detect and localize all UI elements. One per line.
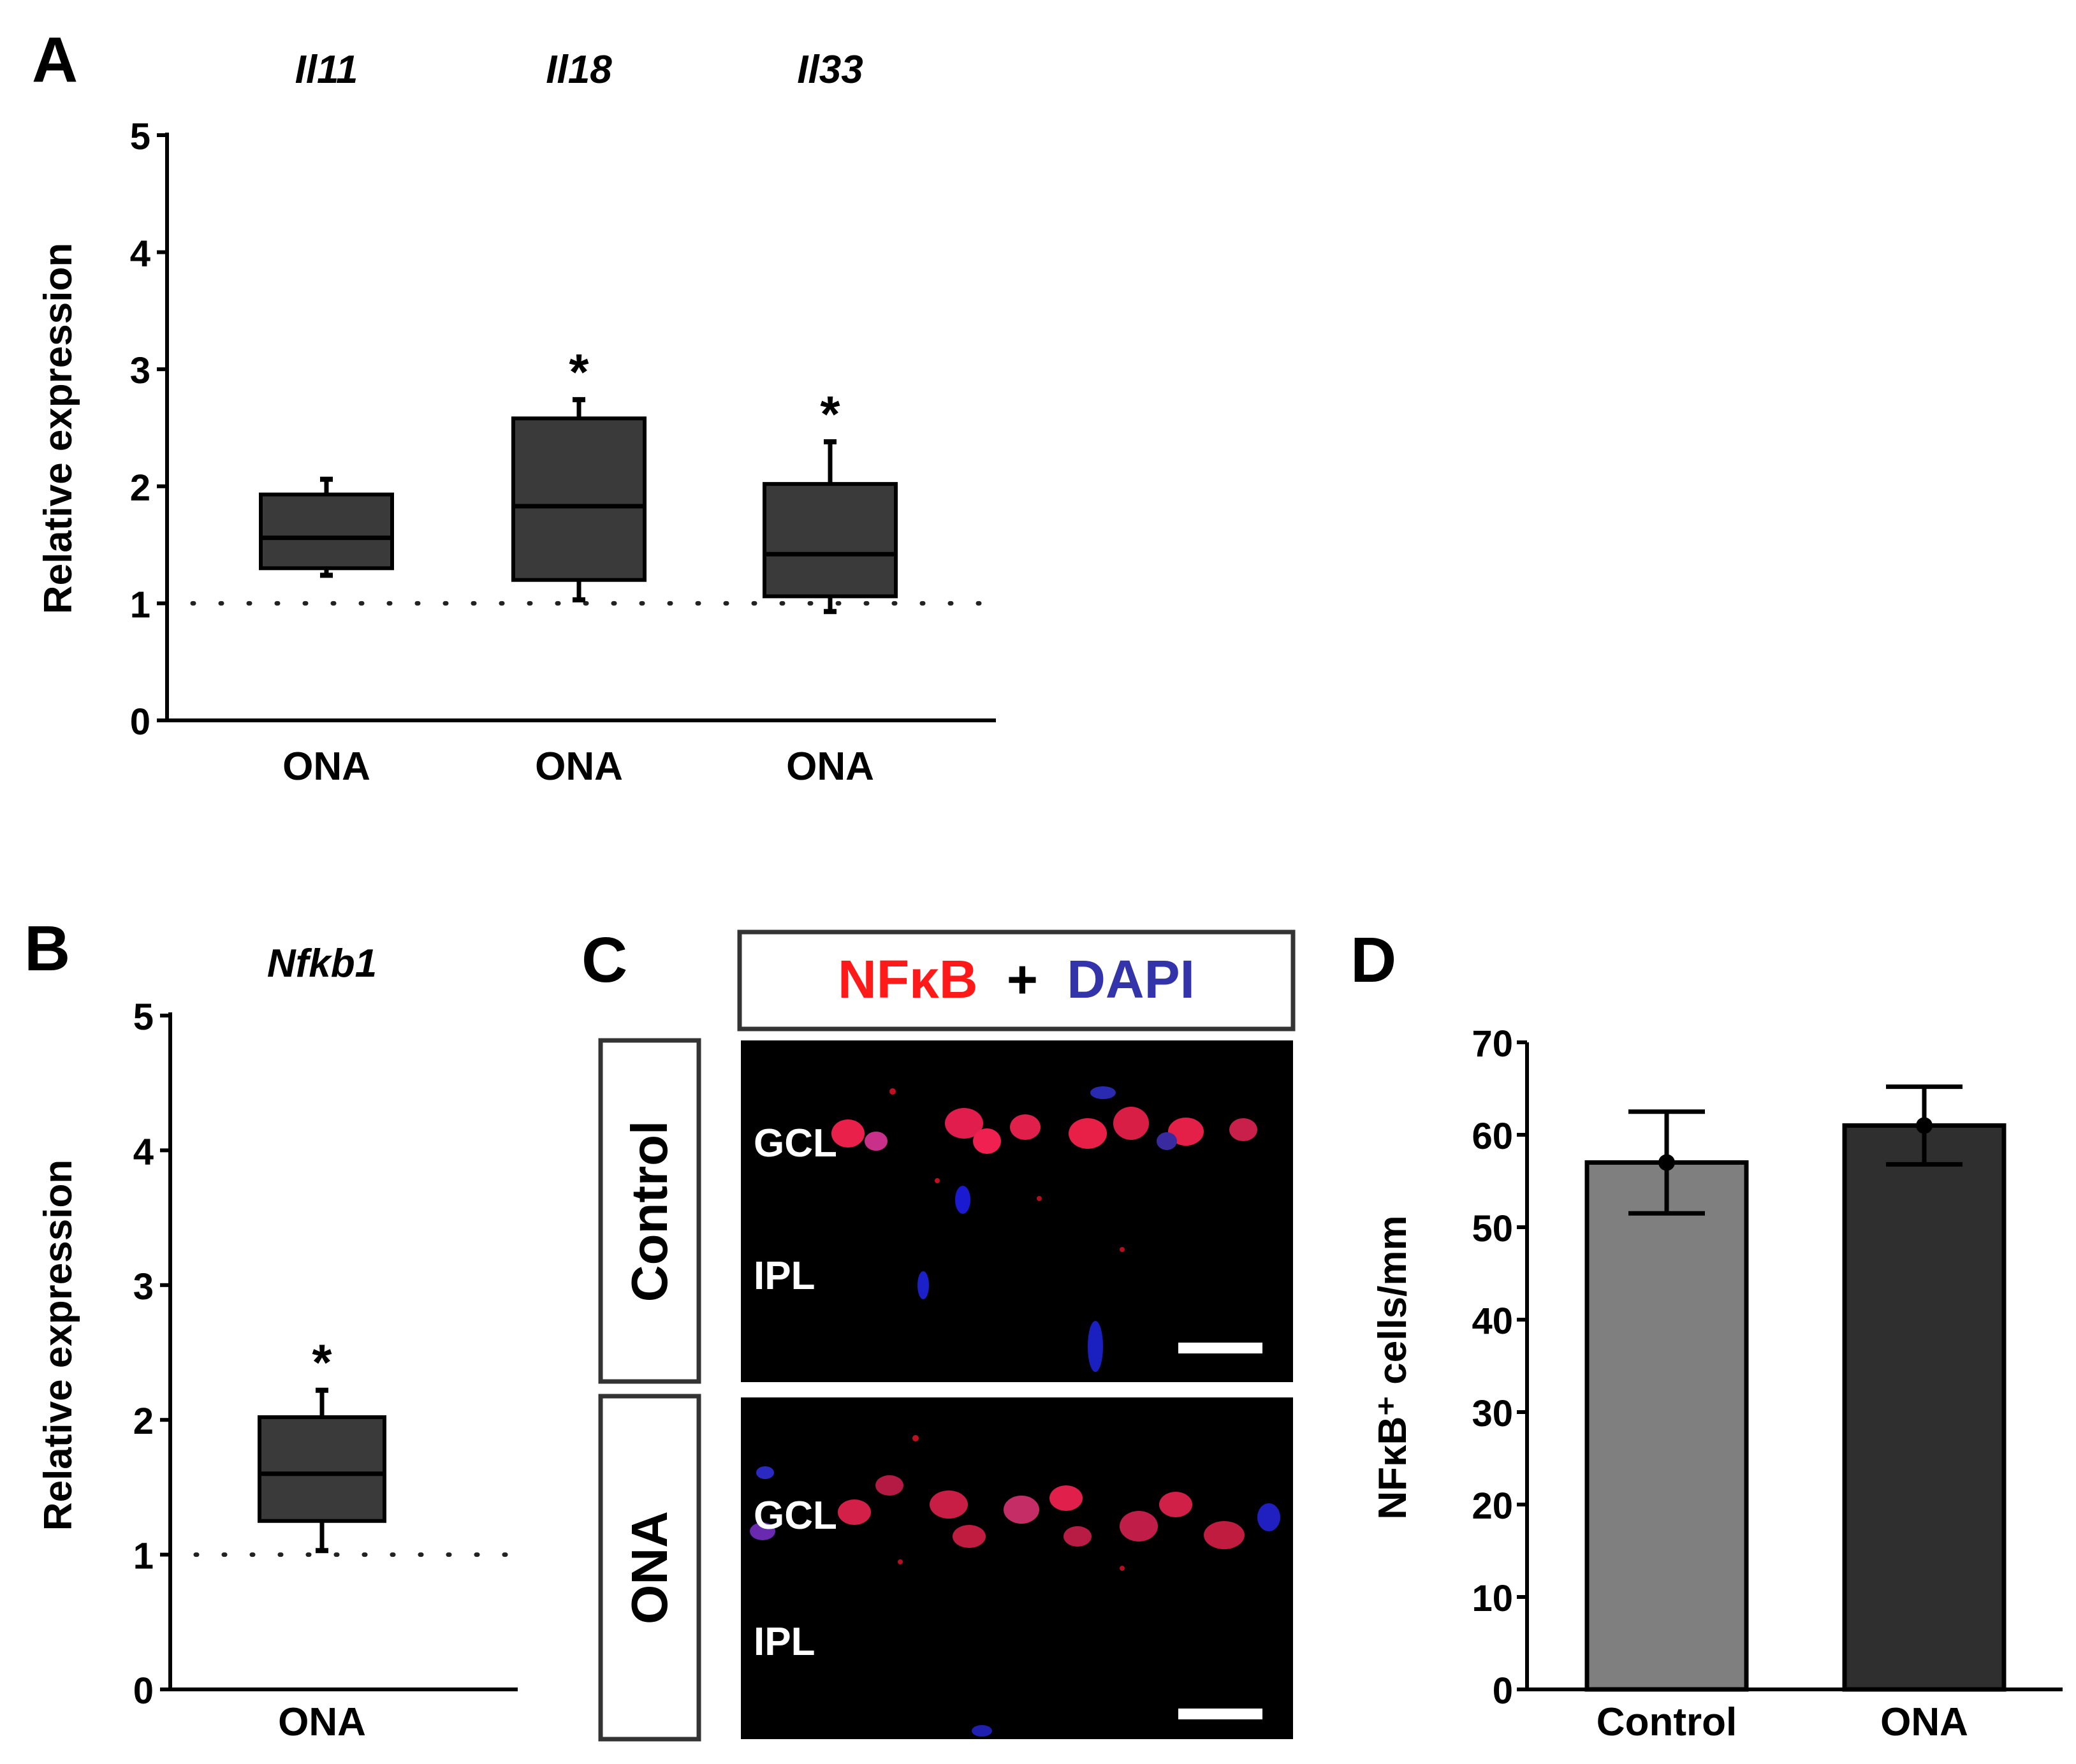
y-tick-label: 1: [133, 1536, 154, 1577]
gcl-label-control: GCL: [754, 1121, 837, 1165]
panel-d-letter: D: [1350, 924, 1396, 996]
panel-a: A Relative expression Il11 Il18 Il33 0 1 2 3 4…: [32, 24, 997, 789]
y-tick-label: 20: [1472, 1485, 1513, 1527]
x-category-label: ONA: [535, 745, 623, 789]
bar-ona: [1842, 1123, 2007, 1692]
y-tick-label: 0: [133, 1670, 154, 1712]
y-tick-label: 3: [130, 350, 150, 391]
panel-d-ylabel: NFκB⁺ cells/mm: [1371, 1215, 1415, 1519]
gene-label: Il33: [797, 48, 863, 92]
stain-header-dapi: DAPI: [1067, 949, 1195, 1009]
row-label-box-ona: [598, 1394, 701, 1742]
y-tick-label: 0: [130, 701, 150, 743]
panel-a-ylabel: Relative expression: [36, 243, 80, 614]
row-label-ona: ONA: [621, 1511, 678, 1624]
micrograph-ona: GCL IPL: [741, 1397, 1293, 1739]
x-category-label: ONA: [282, 745, 370, 789]
panel-b: B Relative expression Nfkb1 0 1 2 3 4 5 * ONA: [24, 913, 518, 1744]
y-tick-label: 0: [1493, 1670, 1513, 1712]
stain-header-nfkb: NFκB: [838, 949, 977, 1009]
x-category-label: ONA: [278, 1700, 366, 1744]
box: [511, 416, 647, 582]
panel-c-letter: C: [581, 924, 627, 996]
y-tick-label: 2: [133, 1401, 154, 1442]
y-tick-label: 4: [130, 233, 150, 275]
y-tick-label: 70: [1472, 1023, 1513, 1065]
stain-header: NFκB + DAPI: [838, 949, 1195, 1009]
ipl-label-ona: IPL: [754, 1620, 815, 1664]
panel-c: C NFκB + DAPI Control ONA: [581, 924, 1296, 1742]
scale-bar-control: [1178, 1343, 1262, 1353]
y-tick-label: 60: [1472, 1116, 1513, 1157]
x-category-label: ONA: [1880, 1700, 1968, 1744]
panel-b-letter: B: [24, 913, 70, 984]
bar-control: [1584, 1160, 1749, 1692]
box: [258, 1415, 386, 1523]
gcl-label-ona: GCL: [754, 1494, 837, 1538]
y-tick-label: 3: [133, 1266, 154, 1308]
mean-point: [1658, 1154, 1675, 1171]
y-tick-label: 5: [130, 116, 150, 157]
y-tick-label: 5: [133, 996, 154, 1038]
x-category-label: Control: [1597, 1700, 1737, 1744]
significance-marker: *: [820, 386, 840, 442]
y-tick-label: 40: [1472, 1301, 1513, 1342]
scale-bar-ona: [1178, 1709, 1262, 1719]
y-tick-label: 30: [1472, 1393, 1513, 1434]
ipl-label-control: IPL: [754, 1254, 815, 1298]
panel-a-letter: A: [32, 24, 78, 96]
y-tick-label: 50: [1472, 1208, 1513, 1250]
panel-b-ylabel: Relative expression: [36, 1160, 80, 1531]
significance-marker: *: [569, 344, 589, 400]
row-label-control: Control: [621, 1121, 678, 1302]
gene-label: Nfkb1: [267, 942, 377, 986]
y-tick-label: 4: [133, 1131, 154, 1172]
stain-header-box: [737, 929, 1296, 1031]
row-label-box-control: [598, 1038, 701, 1384]
panel-d: D NFκB⁺ cells/mm 0 10 20 30 40 50 60 70 Control…: [1350, 924, 2063, 1744]
gene-label: Il11: [295, 48, 358, 92]
box: [763, 482, 898, 599]
x-category-label: ONA: [786, 745, 874, 789]
mean-point: [1916, 1117, 1933, 1134]
box: [259, 492, 394, 571]
gene-label: Il18: [546, 48, 612, 92]
micrograph-control: GCL IPL: [741, 1040, 1293, 1382]
significance-marker: *: [312, 1334, 332, 1391]
y-tick-label: 2: [130, 467, 150, 509]
y-tick-label: 10: [1472, 1578, 1513, 1619]
stain-header-plus: +: [1007, 949, 1038, 1009]
y-tick-label: 1: [130, 584, 150, 625]
